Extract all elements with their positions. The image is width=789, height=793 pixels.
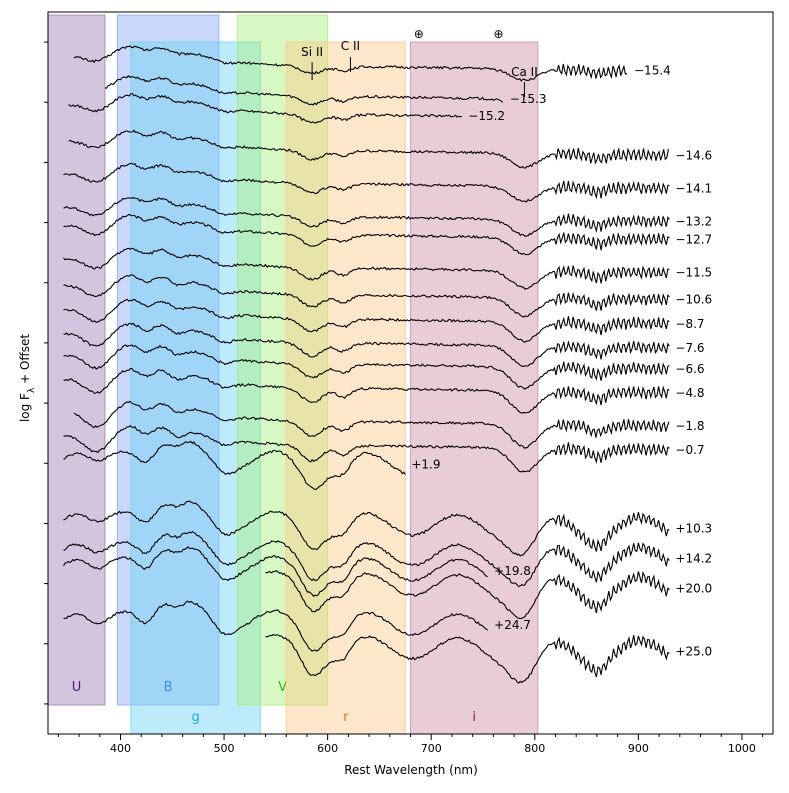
spectrum-epoch-label: −15.3 [510, 92, 547, 106]
filter-band-r [285, 41, 406, 735]
filter-band-label-i: i [472, 710, 476, 725]
spectrum-series: +25.0 [265, 633, 712, 684]
filter-band-i [410, 41, 539, 735]
x-tick-label: 1000 [728, 742, 756, 755]
spectrum-series: −14.6 [68, 129, 712, 169]
x-tick-label: 500 [214, 742, 235, 755]
spectrum-line [63, 546, 488, 598]
filter-band-label-g: g [191, 710, 199, 725]
x-tick-label: 900 [628, 742, 649, 755]
spectrum-line [63, 500, 670, 557]
spectrum-line [63, 322, 670, 367]
spectrum-series: −15.3 [104, 74, 547, 106]
spectrum-epoch-label: −14.1 [675, 181, 712, 195]
y-axis-label-subscript: λ [27, 387, 37, 393]
spectrum-line [104, 74, 504, 106]
filter-band-V [237, 14, 329, 706]
filter-band-label-U: U [72, 680, 82, 695]
x-tick-label: 600 [317, 742, 338, 755]
y-axis-label-main: log F [18, 393, 32, 422]
spectrum-epoch-label: −4.8 [675, 386, 704, 400]
y-axis-label: log Fλ + Offset [18, 334, 37, 422]
spectrum-series: −7.6 [63, 322, 705, 367]
spectrum-epoch-label: −8.7 [675, 317, 704, 331]
spectrum-epoch-label: +19.8 [494, 564, 531, 578]
spectrum-epoch-label: −1.8 [675, 419, 704, 433]
x-axis: 400 500 600 700 800 900 1000 [57, 734, 764, 755]
spectrum-series: +24.7 [63, 600, 531, 652]
spectrum-line [63, 531, 670, 588]
spectrum-line [265, 633, 670, 684]
spectrum-line [68, 129, 669, 169]
spectrum-series: −8.7 [63, 298, 705, 343]
spectrum-epoch-label: −6.6 [675, 362, 704, 376]
spectrum-epoch-label: −15.2 [468, 109, 505, 123]
spectrum-series: −0.7 [63, 425, 705, 473]
spectrum-line [63, 298, 670, 343]
spectrum-series: +14.2 [63, 531, 712, 588]
filter-band-label-r: r [343, 710, 349, 725]
line-id-label: C II [341, 39, 360, 53]
spectrum-series: −14.1 [63, 162, 712, 203]
spectrum-series: −1.8 [73, 400, 705, 449]
spectrum-line [63, 213, 670, 256]
spectrum-line [63, 440, 406, 491]
spectrum-series: +10.3 [63, 500, 712, 557]
spectrum-series: +1.9 [63, 440, 440, 491]
spectrum-line [63, 367, 670, 414]
telluric-marker: ⊕ [414, 27, 424, 41]
y-axis [44, 41, 48, 705]
spectrum-line [63, 247, 670, 291]
line-id-label: Si II [301, 45, 323, 59]
spectrum-epoch-label: −12.7 [675, 233, 712, 247]
filter-band-g [130, 41, 261, 735]
spectrum-series: −11.5 [63, 247, 712, 291]
spectrum-epoch-label: −14.6 [675, 148, 712, 162]
filter-bands-layer: U Bg Vr i [47, 14, 539, 735]
spectrum-series: +19.8 [63, 546, 531, 598]
filter-band-U [47, 14, 106, 706]
spectrum-epoch-label: +25.0 [675, 645, 712, 659]
spectrum-line [63, 344, 670, 390]
x-tick-label: 800 [524, 742, 545, 755]
spectrum-series: −4.8 [63, 367, 705, 414]
spectrum-epoch-label: −11.5 [675, 266, 712, 280]
spectrum-epoch-label: −10.6 [675, 293, 712, 307]
spectrum-line [63, 600, 489, 652]
x-tick-label: 400 [110, 742, 131, 755]
spectrum-line [73, 400, 670, 449]
spectrum-epoch-label: −7.6 [675, 341, 704, 355]
spectrum-epoch-label: +24.7 [494, 618, 531, 632]
spectrum-series: −12.7 [63, 213, 712, 256]
spectrum-epoch-label: −13.2 [675, 215, 712, 229]
spectra-layer: −15.4 −15.3 −15.2 −14.6 −14.1 −13.2 −12.7 −11.5… [63, 45, 712, 684]
line-id-label: Ca II [511, 65, 538, 79]
spectrum-line [63, 162, 670, 203]
spectrum-epoch-label: +14.2 [675, 551, 712, 565]
spectrum-epoch-label: −0.7 [675, 443, 704, 457]
spectrum-epoch-label: +20.0 [675, 582, 712, 596]
spectrum-line [265, 570, 670, 620]
filter-band-label-B: B [164, 680, 173, 695]
spectrum-series: +20.0 [265, 570, 712, 620]
annotations-layer: Si II C II Ca II ⊕ ⊕ [301, 27, 538, 97]
filter-band-label-V: V [278, 680, 287, 695]
spectrum-series: −13.2 [63, 196, 712, 238]
x-tick-label: 700 [421, 742, 442, 755]
spectrum-epoch-label: −15.4 [634, 64, 671, 78]
spectrum-series: −15.2 [68, 93, 505, 124]
spectrum-series: −10.6 [63, 274, 712, 318]
spectrum-line [63, 196, 670, 238]
y-axis-label-suffix: + Offset [18, 334, 32, 388]
spectrum-series: −6.6 [63, 344, 705, 390]
spectrum-line [63, 425, 670, 473]
spectrum-epoch-label: +10.3 [675, 521, 712, 535]
telluric-marker: ⊕ [494, 27, 504, 41]
spectrum-line [68, 93, 462, 124]
spectrum-line [63, 274, 670, 318]
spectrum-epoch-label: +1.9 [411, 457, 440, 471]
x-axis-label: Rest Wavelength (nm) [344, 763, 478, 777]
